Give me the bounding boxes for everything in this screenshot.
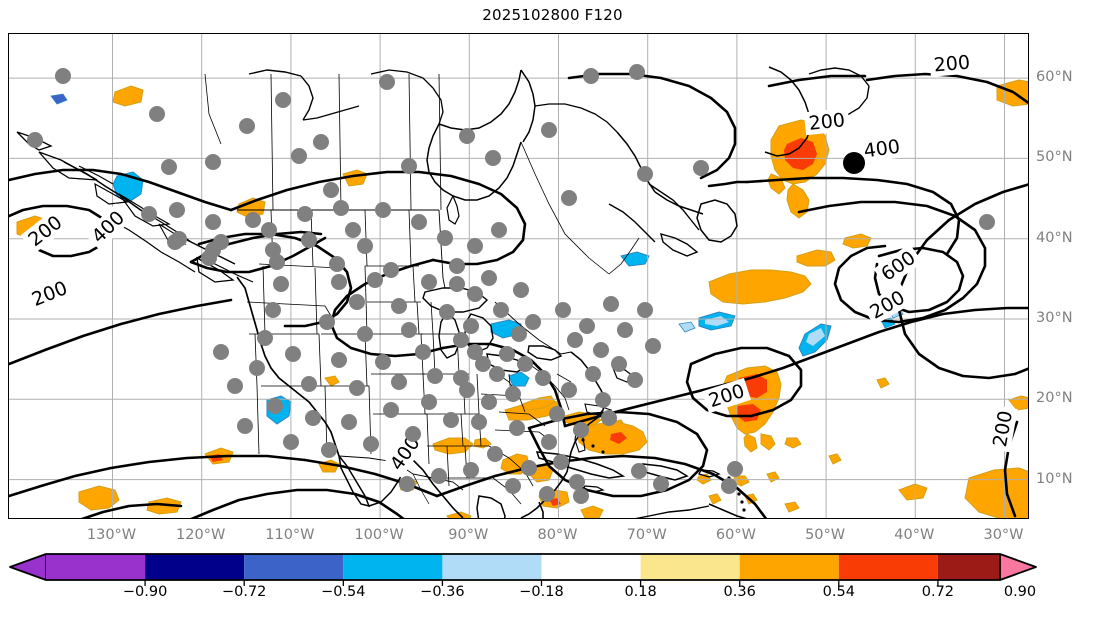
lon-tick-90w: 90°W: [448, 527, 489, 543]
station-dots-layer: [27, 64, 995, 504]
cb-tick-0.18: 0.18: [624, 584, 657, 600]
lon-tick-100w: 100°W: [354, 527, 404, 543]
page-title: 2025102800 F120: [482, 6, 623, 24]
cb-tick--0.90: −0.90: [122, 584, 168, 600]
lat-tick-60n: 60°N: [1036, 69, 1073, 86]
cb-tick-0.72: 0.72: [921, 584, 955, 600]
cb-tick--0.36: −0.36: [420, 584, 465, 600]
map-panel[interactable]: 200 200 400 600 200: [8, 33, 1029, 519]
cb-tick-0.36: 0.36: [723, 584, 756, 600]
cb-tick-0.54: 0.54: [822, 584, 855, 600]
colorbar[interactable]: [0, 549, 1105, 615]
svg-text:200: 200: [29, 277, 71, 311]
cb-tick-0.90: 0.90: [1003, 584, 1037, 600]
lat-tick-40n: 40°N: [1036, 229, 1073, 246]
lon-tick-110w: 110°W: [265, 527, 315, 543]
map-graphics: 200 200 400 600 200: [9, 34, 1028, 518]
cb-tick--0.72: −0.72: [221, 584, 267, 600]
colorbar-graphics: [9, 553, 1037, 586]
lon-tick-130w: 130°W: [86, 527, 137, 543]
lat-tick-30n: 30°N: [1036, 310, 1073, 326]
lon-tick-70w: 70°W: [626, 527, 667, 543]
lon-tick-50w: 50°W: [805, 527, 846, 543]
cb-tick--0.18: −0.18: [519, 584, 564, 600]
cb-tick--0.54: −0.54: [321, 584, 366, 600]
anomaly-shading-layer: [16, 79, 1028, 518]
lon-tick-80w: 80°W: [537, 527, 578, 543]
svg-text:400: 400: [862, 136, 901, 163]
lon-tick-40w: 40°W: [894, 527, 935, 543]
lon-tick-30w: 30°W: [983, 527, 1024, 543]
svg-text:200: 200: [989, 409, 1017, 449]
lon-tick-120w: 120°W: [176, 527, 226, 543]
contour-label-layer: 200 200 400 600 200: [20, 50, 1018, 478]
lat-tick-20n: 20°N: [1036, 390, 1073, 407]
svg-text:200: 200: [808, 109, 846, 135]
lon-tick-60w: 60°W: [715, 527, 756, 543]
storm-center-marker[interactable]: [843, 152, 865, 174]
svg-text:200: 200: [933, 51, 971, 76]
lat-tick-50n: 50°N: [1036, 149, 1073, 166]
lat-tick-10n: 10°N: [1036, 470, 1073, 487]
